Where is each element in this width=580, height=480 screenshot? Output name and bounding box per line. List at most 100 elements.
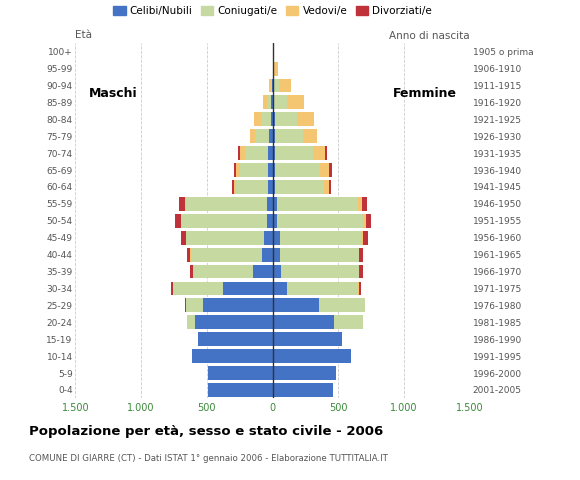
- Bar: [267, 197, 273, 211]
- Bar: [273, 214, 277, 228]
- Bar: [273, 180, 275, 194]
- Text: Maschi: Maschi: [89, 87, 137, 100]
- Bar: [277, 214, 363, 228]
- Bar: [268, 146, 273, 160]
- Bar: [240, 163, 268, 177]
- Bar: [274, 112, 297, 126]
- Bar: [273, 264, 281, 278]
- Bar: [237, 163, 240, 177]
- Bar: [190, 248, 191, 262]
- Bar: [358, 248, 360, 262]
- Bar: [191, 248, 262, 262]
- Bar: [232, 180, 234, 194]
- Bar: [238, 146, 240, 160]
- Bar: [175, 214, 180, 228]
- Bar: [234, 180, 236, 194]
- Bar: [360, 248, 363, 262]
- Bar: [255, 129, 269, 143]
- Bar: [203, 299, 273, 312]
- Bar: [318, 299, 365, 312]
- Bar: [276, 180, 324, 194]
- Bar: [181, 231, 186, 245]
- Bar: [236, 180, 268, 194]
- Bar: [274, 96, 287, 109]
- Bar: [358, 264, 360, 278]
- Bar: [358, 197, 362, 211]
- Bar: [249, 129, 255, 143]
- Bar: [329, 163, 332, 177]
- Bar: [273, 163, 275, 177]
- Bar: [262, 248, 273, 262]
- Bar: [186, 197, 267, 211]
- Bar: [190, 264, 193, 278]
- Bar: [245, 146, 268, 160]
- Legend: Celibi/Nubili, Coniugati/e, Vedovi/e, Divorziati/e: Celibi/Nubili, Coniugati/e, Vedovi/e, Di…: [109, 2, 436, 21]
- Bar: [287, 282, 358, 295]
- Bar: [261, 112, 271, 126]
- Bar: [325, 146, 327, 160]
- Bar: [278, 79, 291, 93]
- Bar: [297, 112, 314, 126]
- Bar: [253, 264, 273, 278]
- Bar: [273, 197, 277, 211]
- Bar: [320, 163, 329, 177]
- Bar: [273, 282, 287, 295]
- Bar: [271, 112, 273, 126]
- Bar: [362, 197, 367, 211]
- Bar: [281, 264, 358, 278]
- Bar: [358, 282, 361, 295]
- Bar: [287, 96, 304, 109]
- Bar: [273, 349, 351, 363]
- Bar: [180, 214, 181, 228]
- Bar: [193, 264, 194, 278]
- Bar: [271, 79, 272, 93]
- Bar: [208, 383, 273, 397]
- Bar: [280, 231, 361, 245]
- Bar: [303, 129, 317, 143]
- Bar: [277, 197, 358, 211]
- Bar: [276, 163, 320, 177]
- Bar: [193, 349, 273, 363]
- Bar: [363, 231, 368, 245]
- Bar: [273, 231, 280, 245]
- Bar: [253, 112, 261, 126]
- Bar: [268, 163, 273, 177]
- Text: Popolazione per età, sesso e stato civile - 2006: Popolazione per età, sesso e stato civil…: [29, 425, 383, 438]
- Bar: [272, 79, 273, 93]
- Text: Anno di nascita: Anno di nascita: [389, 31, 470, 41]
- Bar: [240, 146, 245, 160]
- Bar: [267, 214, 273, 228]
- Bar: [208, 366, 273, 380]
- Bar: [181, 214, 267, 228]
- Bar: [273, 61, 278, 75]
- Bar: [313, 146, 325, 160]
- Bar: [187, 315, 195, 329]
- Bar: [179, 197, 184, 211]
- Bar: [273, 315, 335, 329]
- Bar: [264, 231, 273, 245]
- Bar: [198, 332, 273, 346]
- Bar: [366, 214, 371, 228]
- Bar: [273, 96, 274, 109]
- Bar: [185, 299, 186, 312]
- Bar: [335, 315, 363, 329]
- Bar: [187, 248, 190, 262]
- Bar: [361, 231, 363, 245]
- Bar: [184, 197, 186, 211]
- Bar: [269, 129, 273, 143]
- Bar: [186, 231, 187, 245]
- Bar: [273, 112, 274, 126]
- Bar: [194, 264, 253, 278]
- Bar: [187, 231, 264, 245]
- Bar: [273, 79, 278, 93]
- Bar: [234, 163, 237, 177]
- Bar: [274, 129, 303, 143]
- Bar: [329, 180, 331, 194]
- Bar: [223, 282, 273, 295]
- Bar: [324, 180, 329, 194]
- Bar: [360, 264, 363, 278]
- Bar: [273, 299, 318, 312]
- Bar: [171, 282, 173, 295]
- Bar: [363, 214, 366, 228]
- Bar: [276, 146, 313, 160]
